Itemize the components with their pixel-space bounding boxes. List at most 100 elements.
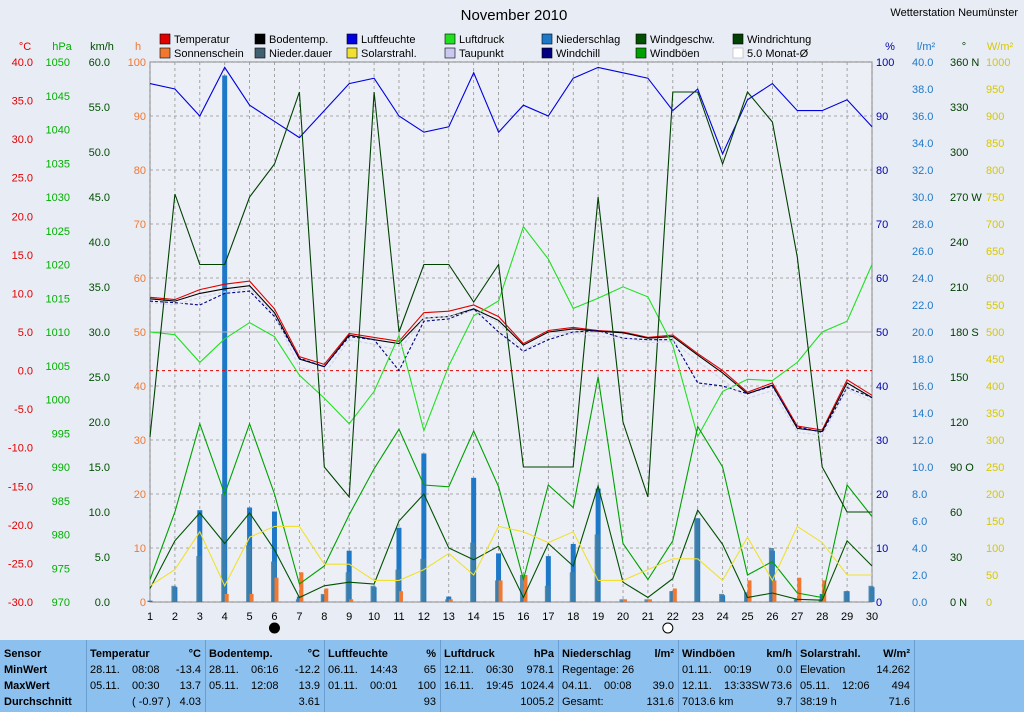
stats-column-name: Temperatur [90, 648, 150, 660]
axis-tick-label: 14.0 [912, 408, 933, 420]
stats-cell-row: 12.11. 13:33SW 73.6 [682, 678, 792, 694]
stats-value: -12.2 [294, 664, 320, 676]
legend-label: Temperatur [174, 34, 230, 46]
axis-tick-label: 450 [986, 354, 1004, 366]
axis-tick-label: 20.0 [912, 327, 933, 339]
axis-unit-label: ° [962, 41, 966, 53]
stats-column-header: Temperatur °C [90, 646, 201, 662]
axis-tick-label: 32.0 [912, 165, 933, 177]
full-moon-icon [662, 622, 674, 634]
axis-tick-label: 800 [986, 165, 1004, 177]
stats-cell-row: 28.11. 06:16 -12.2 [209, 662, 320, 678]
bar [822, 580, 827, 602]
axis-tick-label: 210 [950, 282, 968, 294]
stats-cell-row: 05.11. 12:06 494 [800, 678, 910, 694]
bar [147, 600, 153, 602]
axis-tick-label: 25.0 [89, 372, 110, 384]
bar [694, 518, 700, 602]
legend-label: Taupunkt [459, 48, 504, 60]
bar [224, 593, 229, 602]
stats-time: 00:19 [724, 664, 752, 676]
x-tick-label: 24 [716, 611, 728, 623]
stats-value: 13.9 [298, 680, 320, 692]
stats-column-name: Niederschlag [562, 648, 632, 660]
stats-value: 3.61 [298, 696, 320, 708]
axis-tick-label: 10.0 [12, 288, 33, 300]
chart-title: November 2010 [461, 7, 568, 24]
axis-tick-label: 60 [950, 507, 962, 519]
axis-tick-label: 0.0 [18, 366, 33, 378]
axis-tick-label: 0 N [950, 597, 967, 609]
bar [623, 599, 628, 602]
series-line [149, 483, 873, 601]
bar [299, 572, 304, 602]
axis-unit-label: hPa [52, 41, 72, 53]
stats-value: 494 [891, 680, 910, 692]
x-tick-label: 1 [147, 611, 153, 623]
axis-tick-label: 0.0 [912, 597, 927, 609]
x-tick-label: 29 [841, 611, 853, 623]
axis-tick-label: 600 [986, 273, 1004, 285]
station-name: Wetterstation Neumünster [890, 7, 1018, 19]
axis-tick-label: 180 S [950, 327, 979, 339]
stats-column-unit: hPa [533, 648, 554, 660]
series-line [149, 285, 873, 433]
axis-tick-label: 60 [876, 273, 888, 285]
axis-tick-label: -10.0 [8, 443, 33, 455]
bar [221, 494, 227, 602]
stats-date: 04.11. [562, 680, 592, 692]
axis-tick-label: 5.0 [18, 327, 33, 339]
axis-tick-label: 60 [134, 273, 146, 285]
axis-tick-label: 975 [52, 563, 70, 575]
stats-time: ( -0.97 ) [132, 696, 171, 708]
x-tick-label: 30 [866, 611, 878, 623]
axis-tick-label: 90 [134, 111, 146, 123]
axis-tick-label: 90 O [950, 462, 974, 474]
bar [270, 561, 276, 602]
x-tick-label: 15 [492, 611, 504, 623]
axis-unit-label: % [885, 41, 895, 53]
axis-tick-label: -25.0 [8, 558, 33, 570]
bar [519, 575, 525, 602]
bar [772, 580, 777, 602]
stats-row-label: MinWert [4, 664, 48, 676]
axis-tick-label: 2.0 [912, 570, 927, 582]
stats-cell-row: 3.61 [209, 694, 320, 710]
stats-cell-row: 06.11. 14:43 65 [328, 662, 436, 678]
axis-tick-label: 30.0 [89, 327, 110, 339]
x-tick-label: 5 [247, 611, 253, 623]
bar [421, 453, 427, 602]
bar [498, 580, 503, 602]
stats-time: 12:06 [842, 680, 870, 692]
axis-tick-label: 0 [140, 597, 146, 609]
bar [445, 599, 451, 602]
axis-tick-label: 985 [52, 496, 70, 508]
stats-time: 13:33SW [724, 680, 770, 692]
legend-swatch [444, 33, 456, 45]
axis-tick-label: 38.0 [912, 84, 933, 96]
x-tick-label: 23 [692, 611, 704, 623]
x-tick-label: 8 [321, 611, 327, 623]
axis-tick-label: 40.0 [912, 57, 933, 69]
stats-column: Windböen km/h 01.11. 00:19 0.0 12.11. 13:33SW 7… [678, 640, 797, 712]
stats-column-header: Windböen km/h [682, 646, 792, 662]
stats-column-name: Windböen [682, 648, 736, 660]
legend-swatch [635, 33, 647, 45]
stats-column-header: Luftdruck hPa [444, 646, 554, 662]
stats-cell-row: 28.11. 08:08 -13.4 [90, 662, 201, 678]
stats-cell-row: 7013.6 km 9.7 [682, 694, 792, 710]
axis-tick-label: 1035 [46, 158, 70, 170]
series-line [149, 225, 873, 439]
stats-cell-row: 05.11. 00:30 13.7 [90, 678, 201, 694]
stats-column: Luftfeuchte% 06.11. 14:43 65 01.11. 00:01 100 9… [324, 640, 441, 712]
axis-tick-label: 34.0 [912, 138, 933, 150]
axis-tick-label: 120 [950, 417, 968, 429]
axis-tick-label: 90 [876, 111, 888, 123]
axis-tick-label: 240 [950, 237, 968, 249]
stats-cell-row: 01.11. 00:19 0.0 [682, 662, 792, 678]
stats-time: 00:08 [604, 680, 632, 692]
axis-tick-label: 10.0 [89, 507, 110, 519]
stats-time: 06:16 [251, 664, 279, 676]
axis-tick-label: 50.0 [89, 147, 110, 159]
axis-tick-label: 250 [986, 462, 1004, 474]
